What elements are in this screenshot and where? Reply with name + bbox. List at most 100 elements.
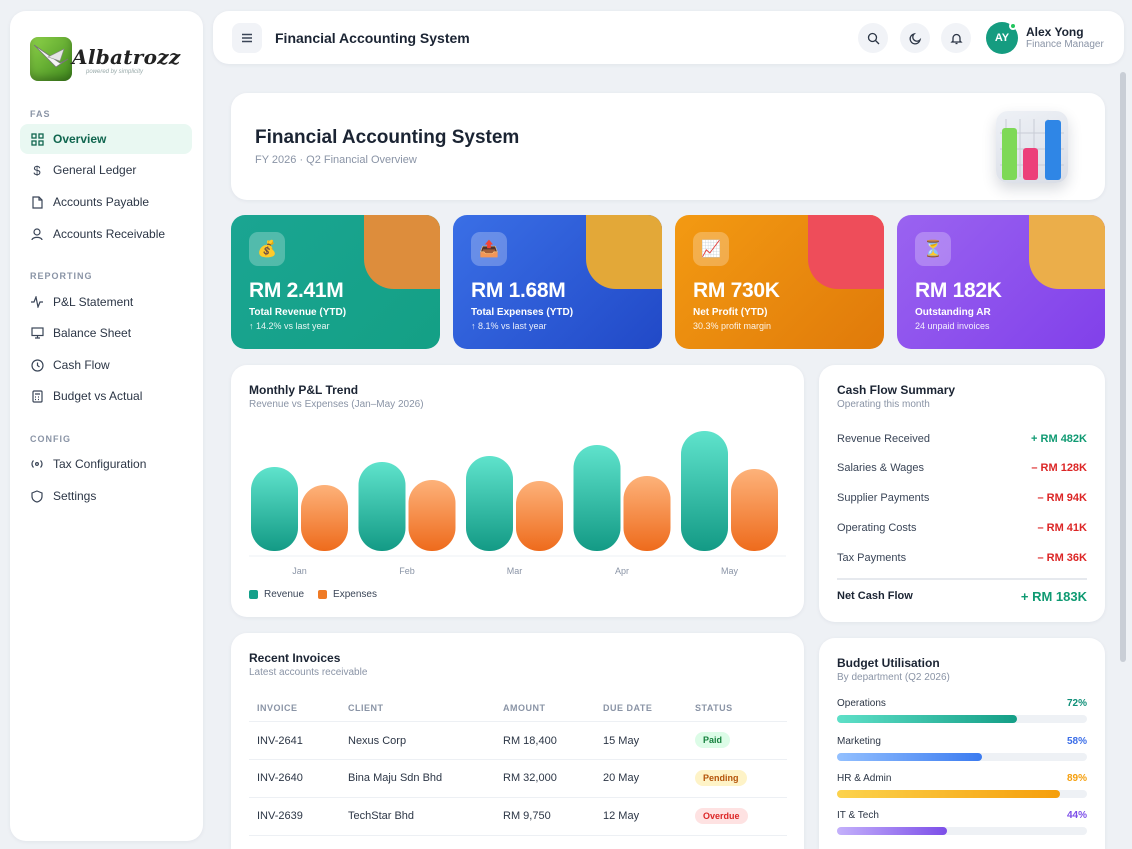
kpi-decoration <box>364 215 440 289</box>
budget-progress-fill <box>837 827 947 835</box>
menu-toggle-button[interactable] <box>232 23 262 53</box>
invoice-id: INV-2641 <box>257 735 303 747</box>
invoice-amount: RM 32,000 <box>503 772 557 784</box>
kpi-card-net-profit[interactable]: 📈 RM 730K Net Profit (YTD) 30.3% profit … <box>675 215 884 349</box>
divider <box>249 797 787 798</box>
bar-expenses-feb[interactable] <box>408 480 456 551</box>
bar-revenue-may[interactable] <box>681 431 728 551</box>
monitor-icon <box>30 326 44 340</box>
user-name[interactable]: Alex Yong <box>1026 25 1084 39</box>
page-subtitle: FY 2026 · Q2 Financial Overview <box>255 154 417 166</box>
clock-icon <box>30 358 44 372</box>
invoice-id: INV-2640 <box>257 772 303 784</box>
nav-section-config: CONFIG <box>30 434 71 444</box>
sidebar-item-accounts-receivable[interactable]: Accounts Receivable <box>20 219 192 249</box>
kpi-note: ↑ 14.2% vs last year <box>249 321 330 331</box>
sidebar: Albatrozz powered by simplicity FAS Over… <box>10 11 203 841</box>
cash-flow-row: Revenue Received + RM 482K <box>837 433 1087 445</box>
sidebar-item-settings[interactable]: Settings <box>20 481 192 511</box>
client-name: TechStar Bhd <box>348 810 415 822</box>
invoice-amount: RM 18,400 <box>503 735 557 747</box>
sidebar-item-budget-vs-actual[interactable]: Budget vs Actual <box>20 381 192 411</box>
invoice-amount: RM 9,750 <box>503 810 551 822</box>
user-role: Finance Manager <box>1026 39 1104 50</box>
sidebar-item-tax-configuration[interactable]: Tax Configuration <box>20 449 192 479</box>
grid-icon <box>30 132 44 146</box>
nav-section-reporting: REPORTING <box>30 271 93 281</box>
kpi-value: RM 1.68M <box>471 279 566 302</box>
kpi-card-outstanding-ar[interactable]: ⏳ RM 182K Outstanding AR 24 unpaid invoi… <box>897 215 1105 349</box>
column-header-client[interactable]: CLIENT <box>348 703 384 713</box>
hourglass-icon: ⏳ <box>915 232 951 266</box>
sidebar-item-label: General Ledger <box>53 163 137 177</box>
sidebar-item-label: Settings <box>53 489 97 503</box>
bar-expenses-may[interactable] <box>731 469 778 551</box>
bar-revenue-mar[interactable] <box>466 456 513 551</box>
kpi-label: Net Profit (YTD) <box>693 307 768 318</box>
chart-legend: Revenue Expenses <box>249 589 391 600</box>
bar-revenue-feb[interactable] <box>358 462 406 551</box>
status-badge: Pending <box>695 770 747 786</box>
sidebar-item-label: Accounts Receivable <box>53 227 166 241</box>
kpi-decoration <box>586 215 662 289</box>
dark-mode-toggle[interactable] <box>900 23 930 53</box>
kpi-card-total-revenue[interactable]: 💰 RM 2.41M Total Revenue (YTD) ↑ 14.2% v… <box>231 215 440 349</box>
sidebar-item-label: Accounts Payable <box>53 195 150 209</box>
sidebar-item-balance-sheet[interactable]: Balance Sheet <box>20 318 192 348</box>
x-tick-label: Apr <box>615 566 629 576</box>
due-date: 12 May <box>603 810 640 822</box>
recent-invoices-card: Recent Invoices Latest accounts receivab… <box>231 633 804 849</box>
cash-flow-row: Operating Costs – RM 41K <box>837 522 1087 534</box>
column-header-invoice[interactable]: INVOICE <box>257 703 298 713</box>
sidebar-item-pl-statement[interactable]: P&L Statement <box>20 287 192 317</box>
bar-expenses-mar[interactable] <box>516 481 563 551</box>
divider <box>249 835 787 836</box>
column-header-amount[interactable]: AMOUNT <box>503 703 546 713</box>
legend-item-revenue[interactable]: Revenue <box>249 589 304 600</box>
pnl-bar-chart: Jan Feb Mar Apr May <box>249 431 786 576</box>
bar-expenses-jan[interactable] <box>301 485 348 551</box>
search-button[interactable] <box>858 23 888 53</box>
brand-logo[interactable]: Albatrozz powered by simplicity <box>30 35 190 85</box>
column-header-due-date[interactable]: DUE DATE <box>603 703 653 713</box>
legend-item-expenses[interactable]: Expenses <box>318 589 377 600</box>
search-icon <box>867 32 879 44</box>
broadcast-icon <box>30 457 44 471</box>
sidebar-item-general-ledger[interactable]: $ General Ledger <box>20 155 192 185</box>
kpi-label: Outstanding AR <box>915 307 991 318</box>
sidebar-item-accounts-payable[interactable]: Accounts Payable <box>20 187 192 217</box>
notifications-button[interactable] <box>941 23 971 53</box>
bar-expenses-apr[interactable] <box>623 476 671 551</box>
bar-revenue-jan[interactable] <box>251 467 298 551</box>
column-header-status[interactable]: STATUS <box>695 703 733 713</box>
page-scrollbar[interactable] <box>1120 72 1126 662</box>
kpi-label: Total Revenue (YTD) <box>249 307 347 318</box>
due-date: 15 May <box>603 735 640 747</box>
cash-flow-row: Tax Payments – RM 36K <box>837 552 1087 564</box>
user-avatar[interactable]: AY <box>986 22 1018 54</box>
kpi-note: ↑ 8.1% vs last year <box>471 321 547 331</box>
sidebar-item-cash-flow[interactable]: Cash Flow <box>20 350 192 380</box>
kpi-card-total-expenses[interactable]: 📤 RM 1.68M Total Expenses (YTD) ↑ 8.1% v… <box>453 215 662 349</box>
sidebar-item-overview[interactable]: Overview <box>20 124 192 154</box>
client-name: Nexus Corp <box>348 735 407 747</box>
budget-percent: 89% <box>1066 773 1087 784</box>
x-tick-label: May <box>721 566 739 576</box>
trend-up-chart-icon: 📈 <box>693 232 729 266</box>
row-label: Revenue Received <box>837 433 930 445</box>
chart-subtitle: Revenue vs Expenses (Jan–May 2026) <box>249 399 424 410</box>
brand-tagline: powered by simplicity <box>86 69 144 75</box>
kpi-decoration <box>808 215 884 289</box>
bar-revenue-apr[interactable] <box>573 445 621 551</box>
card-subtitle: Latest accounts receivable <box>249 667 368 678</box>
card-subtitle: By department (Q2 2026) <box>837 672 950 683</box>
kpi-value: RM 182K <box>915 279 1002 302</box>
x-tick-label: Jan <box>292 566 307 576</box>
outbox-icon: 📤 <box>471 232 507 266</box>
sidebar-item-label: Overview <box>53 132 107 146</box>
kpi-label: Total Expenses (YTD) <box>471 307 574 318</box>
invoice-id: INV-2639 <box>257 810 303 822</box>
document-icon <box>30 195 44 209</box>
budget-percent: 72% <box>1066 698 1087 709</box>
hero-card: Financial Accounting System FY 2026 · Q2… <box>231 93 1105 200</box>
